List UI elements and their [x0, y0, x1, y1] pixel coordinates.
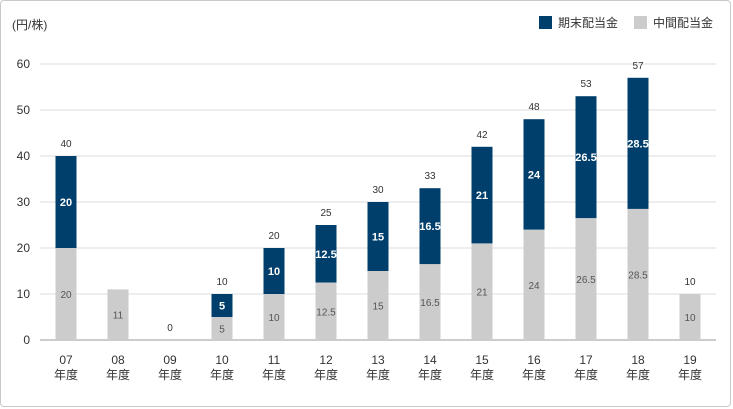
legend-swatch-final: [538, 16, 552, 29]
legend-item-interim: 中間配当金: [633, 14, 713, 31]
x-tick-suffix: 年度: [366, 367, 390, 382]
y-tick-label: 10: [17, 287, 31, 301]
data-label-interim: 5: [219, 325, 225, 336]
bar-final: [627, 77, 649, 209]
data-label-total: 0: [167, 323, 173, 334]
bar-interim: [679, 294, 701, 340]
bar-final: [419, 188, 441, 265]
data-label-final: 21: [476, 190, 488, 202]
data-label-final: 16.5: [419, 221, 440, 233]
x-tick-label: 15: [475, 353, 489, 367]
bar-interim: [367, 271, 389, 340]
data-label-final: 5: [219, 301, 225, 313]
x-tick-suffix: 年度: [574, 367, 598, 382]
bar-final: [315, 225, 337, 283]
data-label-total: 10: [684, 277, 696, 288]
bar-final: [367, 202, 389, 271]
legend-item-final: 期末配当金: [538, 14, 618, 31]
data-label-final: 15: [372, 232, 384, 244]
x-tick-suffix: 年度: [522, 367, 546, 382]
legend-swatch-interim: [633, 16, 647, 29]
bar-interim: [107, 289, 129, 340]
data-label-final: 10: [268, 266, 280, 278]
bar-interim: [315, 282, 337, 340]
bar-interim: [575, 218, 597, 340]
y-tick-label: 30: [17, 195, 31, 209]
bar-interim: [627, 208, 649, 340]
data-label-total: 53: [580, 79, 592, 90]
x-tick-label: 17: [579, 353, 593, 367]
data-label-interim: 10: [684, 313, 696, 324]
y-tick-label: 40: [17, 149, 31, 163]
x-tick-label: 14: [423, 353, 437, 367]
y-tick-label: 20: [17, 241, 31, 255]
legend-label-final: 期末配当金: [557, 16, 618, 30]
x-tick-label: 16: [527, 353, 541, 367]
x-tick-suffix: 年度: [470, 367, 494, 382]
x-tick-suffix: 年度: [262, 367, 286, 382]
x-tick-suffix: 年度: [418, 367, 442, 382]
x-tick-label: 11: [268, 353, 281, 367]
x-tick-suffix: 年度: [54, 367, 78, 382]
data-label-total: 25: [320, 208, 332, 219]
data-label-total: 33: [424, 171, 436, 182]
bar-interim: [55, 248, 77, 340]
bar-final: [471, 146, 493, 244]
y-tick-label: 50: [17, 103, 31, 117]
data-label-interim: 21: [476, 288, 488, 299]
x-tick-label: 10: [215, 353, 229, 367]
x-tick-label: 12: [319, 353, 333, 367]
legend: 期末配当金 中間配当金: [523, 14, 713, 31]
data-label-total: 48: [528, 102, 540, 113]
x-tick-suffix: 年度: [626, 367, 650, 382]
bar-final: [211, 294, 233, 317]
data-label-total: 57: [632, 61, 644, 72]
bar-final: [263, 248, 285, 294]
bar-interim: [211, 317, 233, 340]
data-label-interim: 15: [372, 302, 384, 313]
x-tick-suffix: 年度: [210, 367, 234, 382]
data-label-final: 24: [528, 169, 541, 181]
bar-interim: [263, 294, 285, 340]
y-tick-label: 60: [17, 57, 31, 71]
x-tick-label: 09: [163, 353, 177, 367]
unit-label: (円/株): [12, 18, 48, 32]
x-tick-label: 19: [683, 353, 697, 367]
data-label-total: 20: [268, 231, 280, 242]
x-tick-suffix: 年度: [158, 367, 182, 382]
data-label-interim: 28.5: [628, 270, 648, 281]
data-label-interim: 16.5: [420, 298, 440, 309]
bar-final: [523, 119, 545, 230]
data-label-total: 42: [476, 130, 488, 141]
bar-interim: [523, 229, 545, 340]
data-label-final: 12.5: [315, 249, 336, 261]
bar-final: [575, 96, 597, 219]
data-label-interim: 10: [268, 313, 280, 324]
data-label-interim: 12.5: [316, 307, 336, 318]
legend-label-interim: 中間配当金: [652, 16, 713, 30]
x-tick-suffix: 年度: [678, 367, 702, 382]
bar-interim: [471, 243, 493, 340]
data-label-total: 10: [216, 277, 228, 288]
x-tick-suffix: 年度: [106, 367, 130, 382]
x-tick-suffix: 年度: [314, 367, 338, 382]
x-tick-label: 18: [631, 353, 645, 367]
x-tick-label: 07: [59, 353, 73, 367]
data-label-final: 26.5: [575, 152, 596, 164]
data-label-total: 40: [60, 139, 72, 150]
data-label-interim: 11: [113, 311, 124, 322]
data-label-total: 30: [372, 185, 384, 196]
bar-final: [55, 156, 77, 248]
data-label-interim: 26.5: [576, 275, 596, 286]
data-label-interim: 24: [528, 281, 540, 292]
y-tick-label: 0: [23, 333, 30, 347]
x-tick-label: 13: [371, 353, 385, 367]
bar-interim: [419, 264, 441, 340]
data-label-interim: 20: [60, 290, 72, 301]
data-label-final: 20: [60, 197, 72, 209]
data-label-final: 28.5: [627, 138, 648, 150]
x-tick-label: 08: [111, 353, 125, 367]
